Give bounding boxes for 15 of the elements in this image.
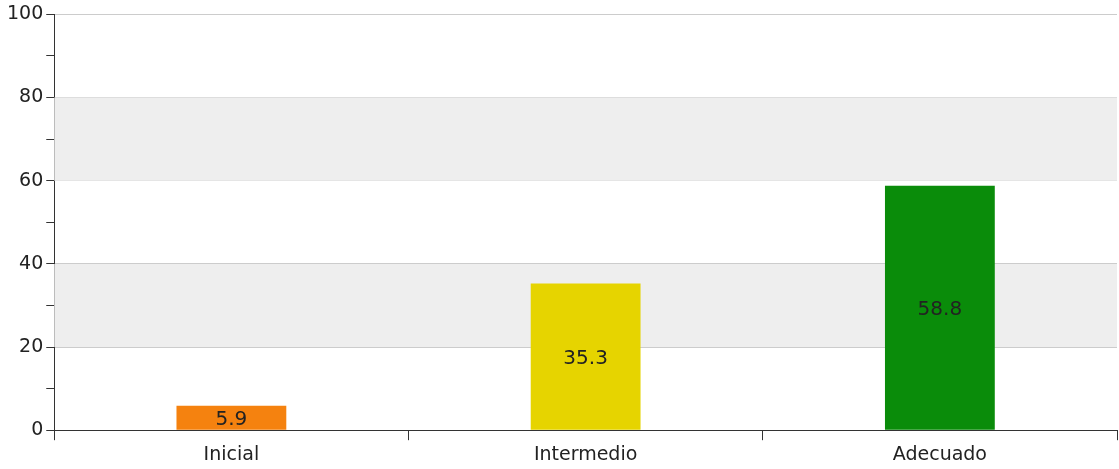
bar bbox=[176, 405, 287, 430]
y-tick-label: 60 bbox=[19, 167, 44, 190]
bar bbox=[530, 283, 641, 430]
y-tick-label: 0 bbox=[31, 417, 44, 440]
bar bbox=[884, 185, 995, 430]
data-label: 35.3 bbox=[563, 344, 608, 369]
x-tick-label: Intermedio bbox=[533, 441, 638, 464]
y-tick-label: 80 bbox=[19, 84, 44, 107]
data-label: 5.9 bbox=[215, 405, 248, 430]
y-tick-label: 40 bbox=[19, 250, 44, 273]
x-tick-label: Inicial bbox=[203, 441, 260, 464]
y-tick-label: 20 bbox=[19, 333, 44, 356]
y-tick-label: 100 bbox=[7, 1, 44, 24]
x-tick-label: Adecuado bbox=[892, 441, 987, 464]
data-label: 58.8 bbox=[917, 295, 963, 320]
